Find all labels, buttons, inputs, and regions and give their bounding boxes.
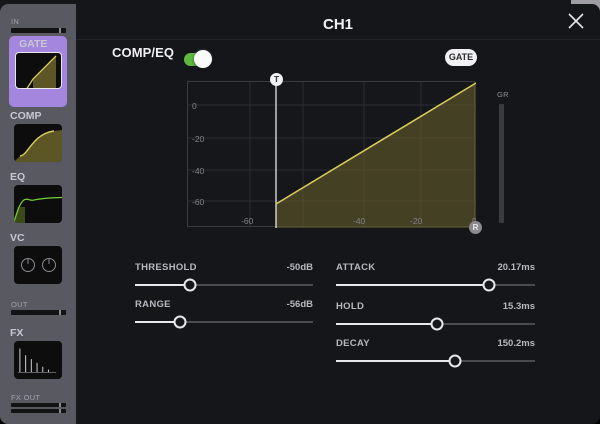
svg-text:-20: -20 bbox=[410, 216, 423, 226]
svg-text:-60: -60 bbox=[241, 216, 254, 226]
svg-text:-40: -40 bbox=[192, 166, 205, 176]
svg-text:-20: -20 bbox=[192, 134, 205, 144]
svg-text:0: 0 bbox=[192, 101, 197, 111]
svg-text:-60: -60 bbox=[192, 197, 205, 207]
svg-text:-40: -40 bbox=[353, 216, 366, 226]
